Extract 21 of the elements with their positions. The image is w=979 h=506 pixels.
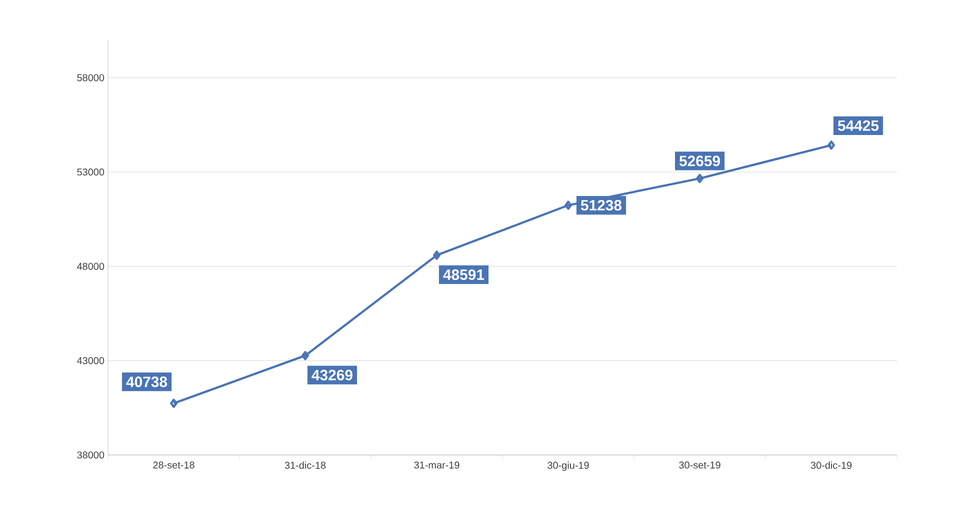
point (564, 200, 572, 210)
x-tick-label: 30-giu-19 (548, 462, 589, 471)
y-tick-label: 48000 (77, 262, 104, 270)
x-tick-label: 31-mar-19 (414, 462, 460, 469)
data-label: 51238 (580, 200, 622, 211)
data-label: 52659 (679, 156, 720, 166)
data-label: 43269 (312, 370, 352, 380)
y-tick-label: 58000 (77, 74, 104, 82)
x-tick-label: 31-dic-18 (284, 462, 326, 469)
y-tick-label: 38000 (77, 451, 104, 459)
point (696, 174, 704, 184)
data-label: 54425 (838, 120, 879, 131)
data-label: 40738 (126, 376, 168, 388)
point (302, 350, 309, 360)
x-tick-label: 30-set-19 (679, 462, 720, 469)
y-tick-label: 43000 (77, 357, 104, 364)
point (433, 250, 440, 260)
x-tick-label: 30-dic-19 (810, 462, 852, 469)
data-label: 48591 (443, 269, 484, 280)
y-tick-label: 53000 (77, 168, 104, 176)
x-tick-label: 28-set-18 (153, 462, 194, 469)
